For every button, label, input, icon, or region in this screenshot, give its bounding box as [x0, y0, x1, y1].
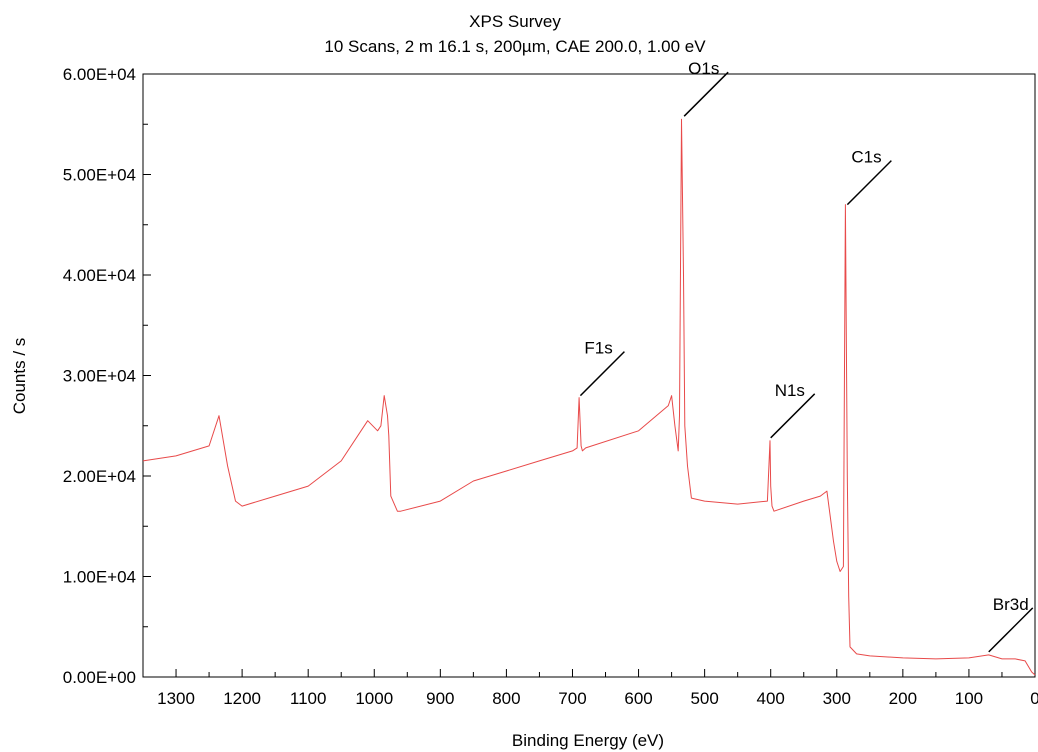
x-tick-label: 1100	[290, 689, 327, 708]
y-tick-label: 3.00E+04	[63, 367, 136, 386]
x-tick-label: 800	[492, 689, 520, 708]
peak-label: N1s	[775, 381, 805, 400]
peak-label: C1s	[851, 148, 881, 167]
x-tick-label: 600	[624, 689, 652, 708]
series-group	[142, 118, 1036, 676]
x-tick-label: 1000	[355, 689, 393, 708]
peak-leader-line	[683, 71, 729, 117]
y-tick-label: 2.00E+04	[63, 467, 136, 486]
x-tick-label: 900	[426, 689, 454, 708]
y-tick-label: 0.00E+00	[63, 668, 136, 687]
y-tick-label: 1.00E+04	[63, 568, 136, 587]
peak-leader-line	[846, 160, 892, 206]
y-tick-label: 6.00E+04	[63, 65, 136, 84]
x-tick-label: 1200	[223, 689, 261, 708]
x-tick-label: 200	[889, 689, 917, 708]
x-tick-label: 300	[823, 689, 851, 708]
y-tick-label: 4.00E+04	[63, 266, 136, 285]
peak-leader-line	[988, 607, 1034, 653]
peak-label: Br3d	[993, 595, 1029, 614]
plot-frame	[142, 73, 1036, 678]
x-tick-label: 400	[757, 689, 785, 708]
axis-ticks: 1300 1200 1100 1000 900 800 700 600 500 400 300 200…	[63, 65, 1038, 708]
x-tick-label: 100	[955, 689, 983, 708]
peak-label: F1s	[584, 339, 612, 358]
spectrum-line	[142, 118, 1036, 676]
x-axis-label: Binding Energy (eV)	[512, 731, 664, 750]
peak-annotations: O1s C1s F1s N1s Br3d	[579, 59, 1034, 653]
chart-subtitle: 10 Scans, 2 m 16.1 s, 200µm, CAE 200.0, …	[324, 37, 706, 56]
x-tick-label: 0	[1030, 689, 1038, 708]
x-tick-label: 700	[558, 689, 586, 708]
x-tick-label: 1300	[157, 689, 195, 708]
chart-title: XPS Survey	[469, 12, 561, 31]
x-tick-label: 500	[690, 689, 718, 708]
peak-label: O1s	[688, 59, 719, 78]
peak-leader-line	[579, 351, 625, 397]
y-tick-label: 5.00E+04	[63, 166, 136, 185]
peak-leader-line	[770, 393, 816, 439]
y-axis-label: Counts / s	[10, 338, 29, 415]
